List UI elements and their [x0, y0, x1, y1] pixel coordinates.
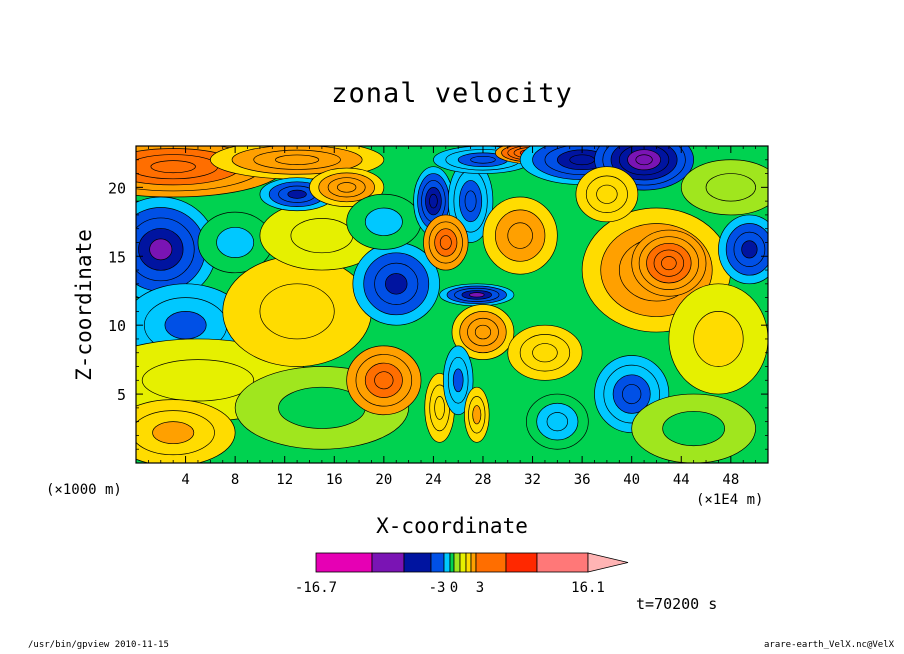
colorbar-segment-10 [475, 552, 507, 573]
x-axis-label: X-coordinate [376, 514, 528, 538]
velocity-cell-24 [442, 345, 474, 416]
x-tick-label-40: 40 [623, 472, 640, 488]
x-tick-label-28: 28 [475, 472, 492, 488]
velocity-cell-11 [309, 167, 385, 207]
colorbar-label-4: 16.1 [571, 580, 605, 596]
velocity-cell-13 [346, 193, 422, 250]
x-scale-label: (×1E4 m) [696, 492, 764, 508]
colorbar-label-1: -3 [429, 580, 446, 596]
velocity-cell-26 [507, 324, 583, 381]
colorbar-segment-6 [453, 552, 461, 573]
velocity-cell-19 [482, 196, 558, 275]
colorbar-segment-12 [536, 552, 589, 573]
footer-program-date: /usr/bin/gpview 2010-11-15 [28, 640, 169, 650]
velocity-cell-6 [136, 399, 236, 463]
x-tick-label-48: 48 [722, 472, 739, 488]
x-tick-label-16: 16 [326, 472, 343, 488]
x-tick-label-20: 20 [375, 472, 392, 488]
colorbar-label-2: 0 [450, 580, 458, 596]
velocity-cell-12 [352, 242, 440, 326]
colorbar-label-3: 3 [476, 580, 484, 596]
velocity-cell-35 [718, 214, 768, 285]
colorbar-segment-4 [443, 552, 451, 573]
velocity-cell-7 [222, 255, 372, 367]
y-axis: 5 10 15 20 [108, 159, 768, 450]
velocity-cell-4 [197, 211, 273, 274]
velocity-field [136, 146, 768, 463]
velocity-cell-21 [451, 304, 515, 360]
colorbar-segment-7 [459, 552, 467, 573]
x-tick-label-24: 24 [425, 472, 442, 488]
x-unit-label: (×1000 m) [46, 482, 122, 498]
velocity-cell-34 [631, 393, 756, 463]
velocity-cell-31 [631, 229, 707, 297]
velocity-cell-20 [439, 283, 515, 307]
x-tick-label-36: 36 [574, 472, 591, 488]
velocity-cell-37 [680, 159, 768, 216]
velocity-cell-27 [526, 393, 589, 450]
chart-title: zonal velocity [331, 78, 573, 109]
velocity-cell-10 [259, 177, 335, 212]
colorbar-label-0: -16.7 [295, 580, 337, 596]
colorbar-segment-2 [403, 552, 432, 573]
x-tick-label-8: 8 [231, 472, 239, 488]
y-tick-label-20: 20 [108, 179, 126, 197]
velocity-cell-32 [668, 283, 768, 395]
velocity-cell-36 [575, 166, 639, 223]
plot-frame [135, 145, 769, 464]
y-tick-label-5: 5 [117, 386, 126, 404]
x-tick-label-4: 4 [181, 472, 189, 488]
x-tick-label-32: 32 [524, 472, 541, 488]
colorbar-segment-5 [449, 552, 455, 573]
colorbar-segment-3 [430, 552, 445, 573]
time-label: t=70200 s [636, 595, 718, 613]
y-tick-label-10: 10 [108, 317, 126, 335]
velocity-cell-16 [423, 214, 469, 271]
colorbar-arrow [587, 552, 629, 573]
colorbar-segment-8 [465, 552, 472, 573]
colorbar-segment-9 [470, 552, 477, 573]
x-tick-label-12: 12 [276, 472, 293, 488]
colorbar-segment-0 [315, 552, 373, 573]
velocity-cell-22 [346, 345, 422, 416]
velocity-cell-25 [464, 386, 490, 443]
velocity-cell-2 [136, 196, 217, 303]
colorbar-segment-1 [371, 552, 405, 573]
x-tick-label-44: 44 [673, 472, 690, 488]
footer-file-variable: arare-earth_VelX.nc@VelX [764, 640, 895, 650]
colorbar: -16.7 -3 0 3 16.1 [295, 552, 629, 596]
y-axis-label: Z-coordinate [72, 229, 96, 381]
y-tick-label-15: 15 [108, 248, 126, 266]
x-axis: 4 8 12 16 20 24 28 32 36 40 44 48 [147, 146, 757, 488]
colorbar-segment-11 [505, 552, 538, 573]
